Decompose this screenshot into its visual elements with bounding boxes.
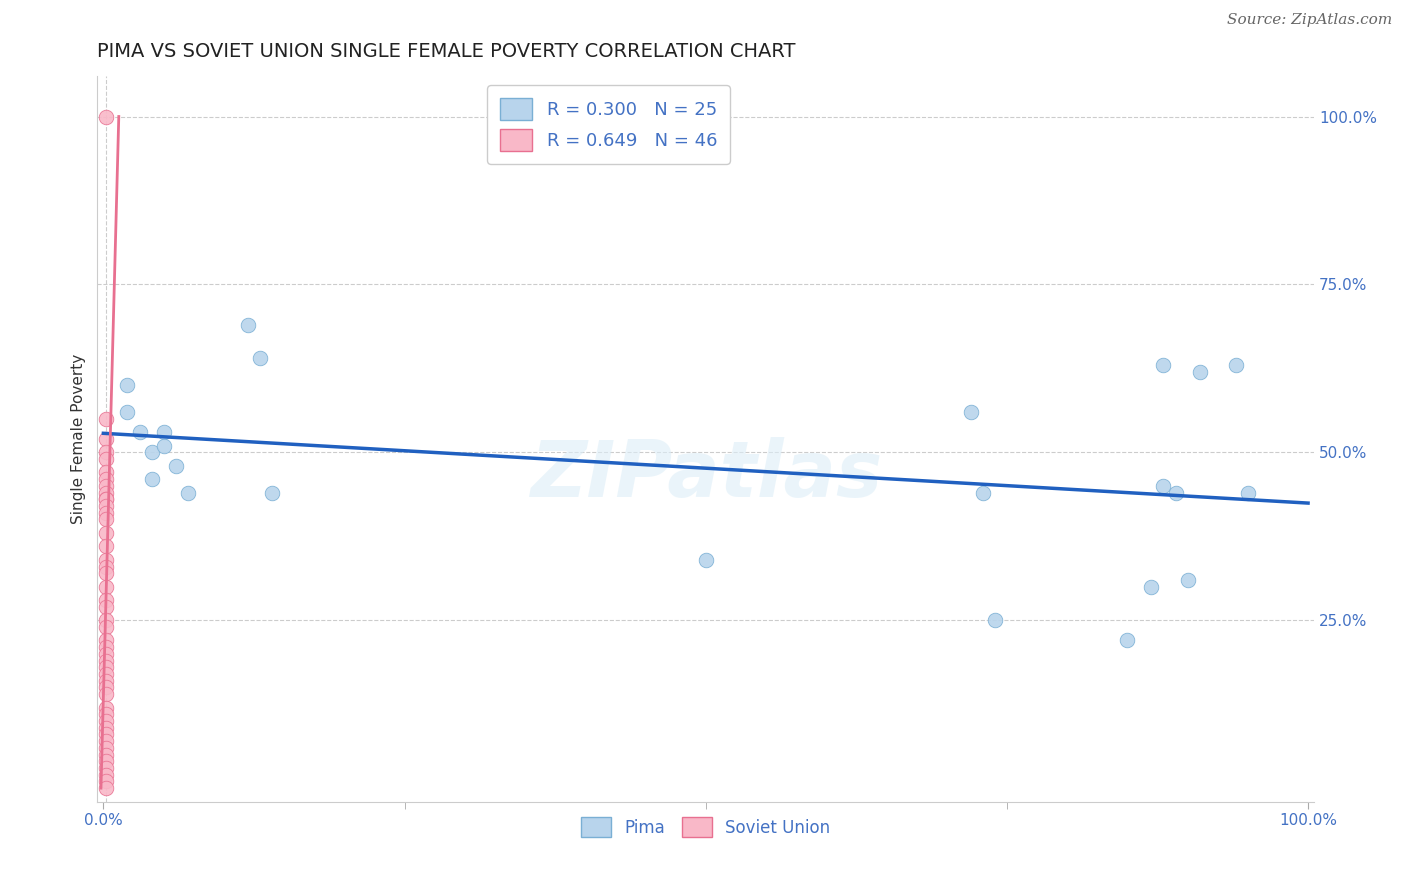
Point — [94, 512, 117, 526]
Point — [94, 761, 117, 775]
Point — [94, 714, 117, 728]
Point — [94, 566, 117, 581]
Point — [695, 553, 717, 567]
Point — [94, 613, 117, 627]
Point — [94, 774, 117, 789]
Point — [141, 472, 163, 486]
Point — [94, 781, 117, 796]
Point — [94, 411, 117, 425]
Point — [94, 707, 117, 722]
Point — [94, 540, 117, 554]
Point — [128, 425, 150, 439]
Point — [1164, 485, 1187, 500]
Point — [94, 492, 117, 507]
Point — [249, 351, 271, 366]
Point — [1116, 633, 1139, 648]
Point — [1153, 479, 1175, 493]
Point — [94, 747, 117, 762]
Point — [94, 593, 117, 607]
Point — [260, 485, 283, 500]
Point — [972, 485, 994, 500]
Point — [94, 754, 117, 768]
Point — [141, 445, 163, 459]
Point — [94, 700, 117, 714]
Point — [94, 660, 117, 674]
Point — [94, 727, 117, 741]
Point — [94, 559, 117, 574]
Point — [94, 553, 117, 567]
Point — [94, 740, 117, 755]
Point — [94, 640, 117, 654]
Point — [165, 458, 187, 473]
Y-axis label: Single Female Poverty: Single Female Poverty — [72, 354, 86, 524]
Point — [94, 734, 117, 748]
Point — [117, 405, 139, 419]
Point — [94, 110, 117, 124]
Point — [94, 452, 117, 467]
Point — [236, 318, 259, 332]
Point — [94, 599, 117, 614]
Point — [94, 687, 117, 701]
Point — [1153, 358, 1175, 372]
Point — [984, 613, 1007, 627]
Point — [94, 768, 117, 782]
Point — [94, 492, 117, 507]
Point — [94, 472, 117, 486]
Point — [1140, 580, 1163, 594]
Point — [117, 378, 139, 392]
Point — [959, 405, 981, 419]
Point — [1188, 365, 1211, 379]
Point — [94, 667, 117, 681]
Point — [94, 633, 117, 648]
Legend: Pima, Soviet Union: Pima, Soviet Union — [575, 810, 837, 844]
Point — [94, 673, 117, 688]
Text: PIMA VS SOVIET UNION SINGLE FEMALE POVERTY CORRELATION CHART: PIMA VS SOVIET UNION SINGLE FEMALE POVER… — [97, 42, 796, 61]
Point — [1177, 573, 1199, 587]
Point — [94, 485, 117, 500]
Point — [1236, 485, 1258, 500]
Point — [94, 525, 117, 540]
Point — [94, 654, 117, 668]
Point — [94, 721, 117, 735]
Point — [94, 647, 117, 661]
Point — [94, 466, 117, 480]
Text: ZIPatlas: ZIPatlas — [530, 437, 882, 513]
Point — [94, 506, 117, 520]
Point — [1225, 358, 1247, 372]
Point — [94, 499, 117, 513]
Point — [94, 445, 117, 459]
Text: Source: ZipAtlas.com: Source: ZipAtlas.com — [1226, 13, 1392, 28]
Point — [177, 485, 200, 500]
Point — [152, 439, 174, 453]
Point — [152, 425, 174, 439]
Point — [94, 620, 117, 634]
Point — [94, 681, 117, 695]
Point — [94, 580, 117, 594]
Point — [94, 432, 117, 446]
Point — [94, 479, 117, 493]
